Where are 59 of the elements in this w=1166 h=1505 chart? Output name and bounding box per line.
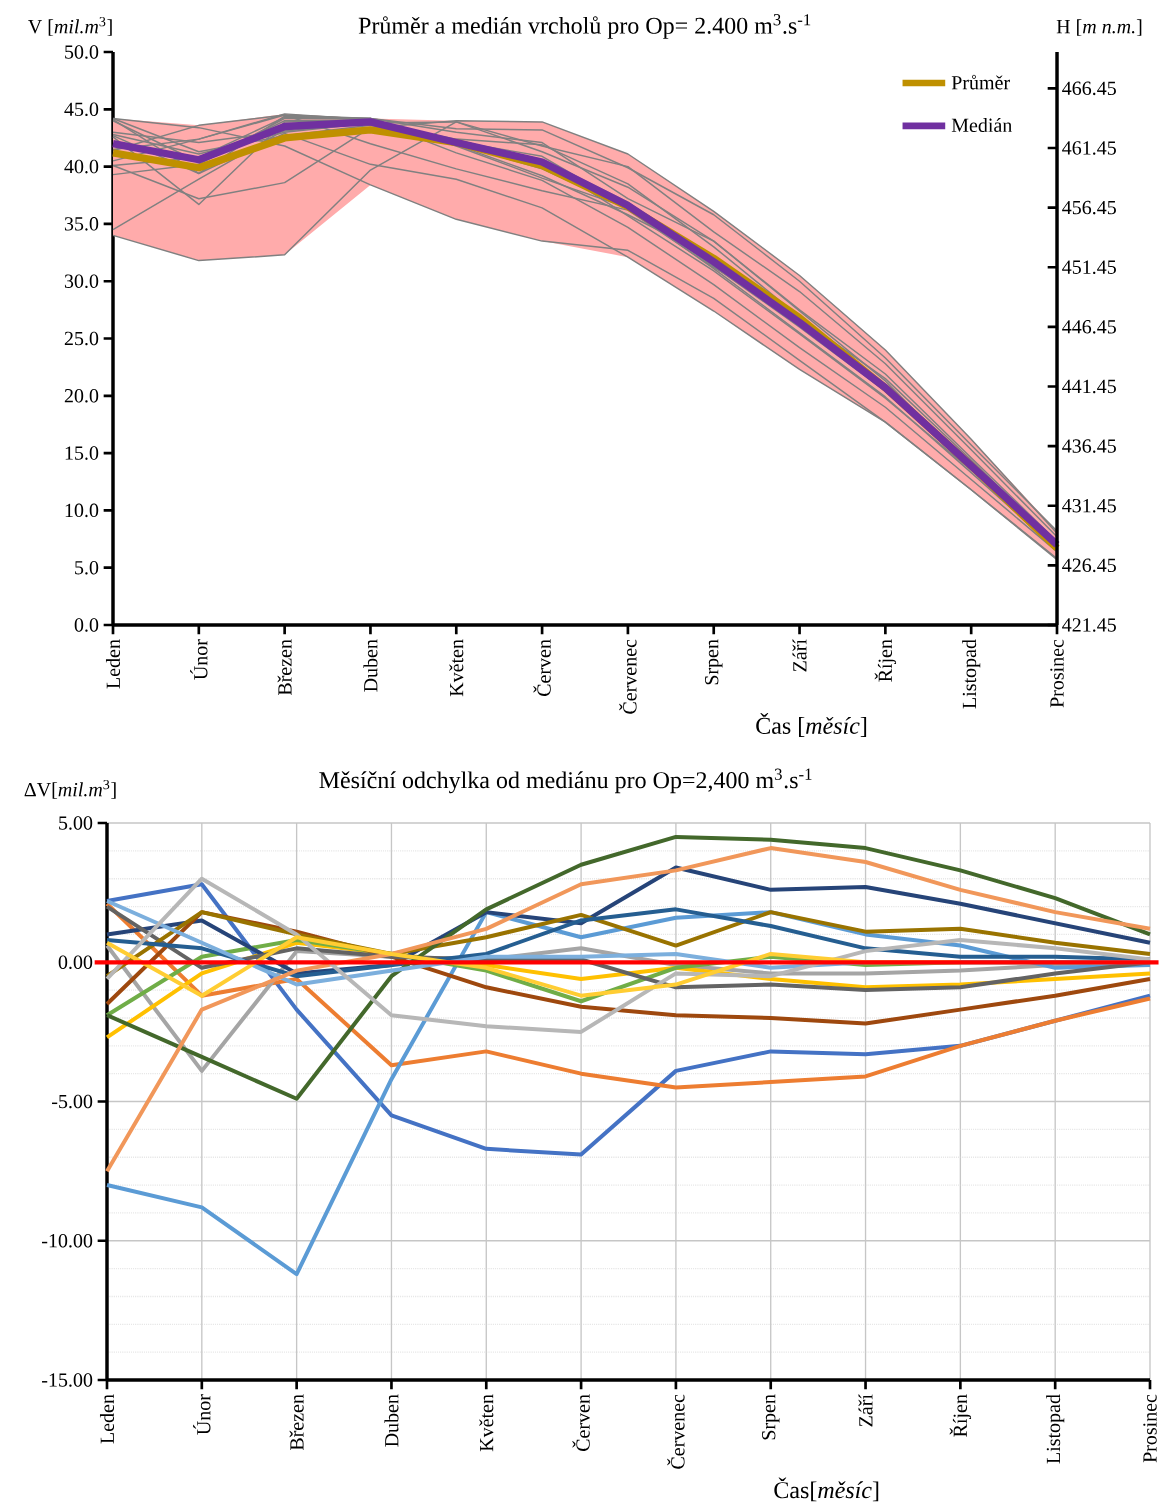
x-tick-label: Listopad [962,639,981,709]
chart-title: Průměr a medián vrcholů pro Op= 2.400 m$^{3}$.s$^{-1}$ [358,14,811,39]
x-tick-label: Duben [363,639,378,692]
x-tick-label: Únor [193,1394,211,1435]
y-tick-label: 5.00 [59,816,93,830]
y-tick-label: 0.0 [74,618,99,632]
y2-tick-label: 421.45 [1062,618,1116,632]
x-tick-label: Leden [105,639,121,689]
y-tick-label: 50.0 [65,45,99,59]
x-tick-label: Září [792,639,807,672]
y-tick-label: 15.0 [65,446,99,460]
x-tick-label: Březen [277,639,292,696]
y-tick-label: 25.0 [64,331,99,346]
x-tick-label: Srpen [761,1394,780,1440]
y2-tick-label: 436.45 [1062,439,1116,453]
y-tick-label: -5.00 [52,1094,93,1109]
x-tick-label: Únor [190,639,208,680]
y-axis-title: V [mil.m$^{3}$] [28,16,112,36]
x-tick-label: Květen [479,1394,494,1452]
y2-axis-title: H [m n.m.] [1056,19,1142,36]
x-tick-label: Prosinec [1050,639,1064,708]
y-tick-label: 5.0 [75,560,99,575]
x-tick-label: Listopad [1046,1394,1065,1464]
x-tick-label: Březen [289,1394,304,1451]
x-tick-label: Květen [449,639,464,697]
y2-tick-label: 456.45 [1062,200,1116,215]
x-tick-label: Říjen [949,1394,972,1437]
legend-label: Medián [951,117,1013,133]
y-tick-label: 40.0 [64,159,99,174]
chart-title: Měsíční odchylka od mediánu pro Op=2,400 m$^{3}$.s$^{-1}$ [319,768,812,794]
x-axis-title: Čas[měsíc] [774,1477,879,1502]
x-tick-label: Srpen [704,639,723,685]
y2-tick-label: 446.45 [1062,320,1116,334]
y2-tick-label: 461.45 [1062,141,1116,155]
x-tick-label: Červen [572,1394,590,1451]
legend-label: Průměr [951,74,1010,90]
x-tick-label: Červen [533,639,551,696]
x-tick-label: Prosinec [1143,1394,1157,1463]
y-tick-label: 20.0 [64,389,99,403]
x-axis-title: Čas [měsíc] [756,713,867,737]
y2-tick-label: 426.45 [1062,558,1116,573]
y2-tick-label: 451.45 [1062,260,1116,275]
x-tick-label: Duben [384,1394,399,1447]
y2-tick-label: 431.45 [1062,499,1116,513]
y-tick-label: 45.0 [64,102,99,117]
y2-tick-label: 441.45 [1062,379,1116,394]
y2-tick-label: 466.45 [1062,81,1116,96]
y-tick-label: 0.00 [58,955,93,970]
x-tick-label: Září [858,1394,873,1427]
y-axis-title: ΔV[mil.m$^{3}$] [24,779,116,799]
y-tick-label: 35.0 [64,217,99,231]
y-tick-label: 30.0 [64,274,99,289]
x-tick-label: Červenec [619,639,637,714]
y-tick-label: -10.00 [42,1233,93,1248]
x-tick-label: Červenec [667,1394,685,1469]
x-tick-label: Leden [99,1394,115,1444]
y-tick-label: 10.0 [65,503,99,518]
y-tick-label: -15.00 [42,1373,93,1387]
x-tick-label: Říjen [874,639,897,682]
